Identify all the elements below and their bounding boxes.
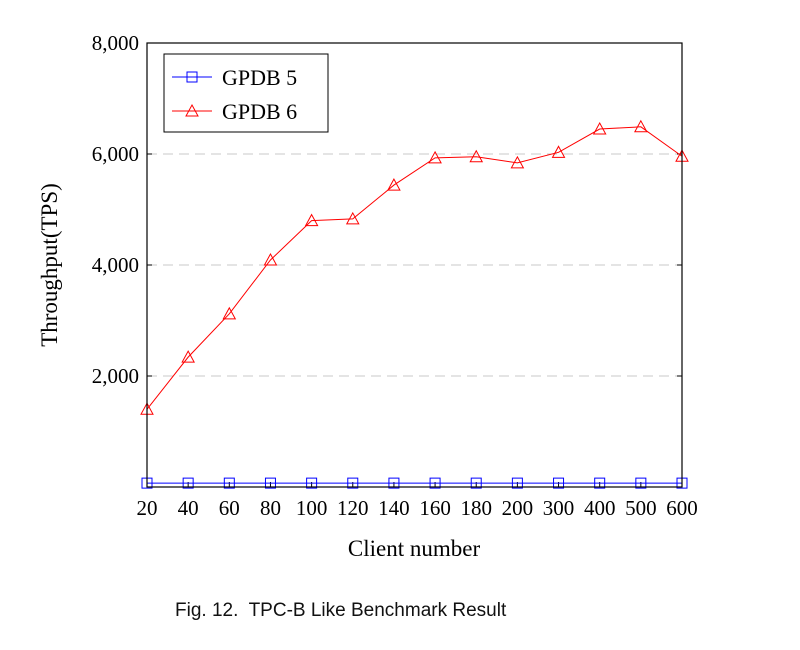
data-point [428, 150, 442, 164]
series-gpdb6 [140, 119, 689, 415]
data-point [181, 350, 195, 363]
y-tick-label: 4,000 [92, 253, 139, 277]
series-gpdb5 [141, 477, 688, 489]
legend-box [163, 53, 329, 133]
data-point [470, 477, 482, 489]
x-tick-label: 100 [296, 496, 328, 520]
data-point [429, 477, 441, 489]
data-point [306, 477, 318, 489]
y-axis-ticks: 2,000 4,000 6,000 8,000 [92, 31, 682, 388]
data-point [635, 477, 647, 489]
x-tick-label: 120 [337, 496, 369, 520]
data-point [182, 477, 194, 489]
legend-label-gpdb6: GPDB 6 [222, 99, 297, 124]
data-point [222, 306, 237, 320]
data-point [264, 477, 276, 489]
data-point [469, 149, 484, 163]
data-point [553, 477, 565, 489]
data-point [634, 119, 648, 133]
data-point [594, 477, 606, 489]
data-point [223, 477, 235, 489]
x-tick-label: 80 [260, 496, 281, 520]
legend-triangle-marker-icon [185, 103, 199, 117]
data-point [551, 145, 566, 158]
y-tick-label: 6,000 [92, 142, 139, 166]
x-tick-label: 160 [419, 496, 451, 520]
y-tick-label: 8,000 [92, 31, 139, 55]
y-axis-label: Throughput(TPS) [37, 183, 62, 347]
x-tick-label: 180 [460, 496, 492, 520]
x-tick-label: 60 [219, 496, 240, 520]
y-tick-label: 2,000 [92, 364, 139, 388]
x-tick-label: 600 [666, 496, 698, 520]
data-point [347, 477, 359, 489]
data-point [345, 211, 360, 225]
x-tick-label: 400 [584, 496, 616, 520]
x-tick-label: 500 [625, 496, 657, 520]
x-tick-label: 300 [543, 496, 575, 520]
x-axis-ticks: 20 40 60 80 100 120 140 160 180 200 300 400 500 600 [137, 482, 698, 520]
data-point [511, 477, 523, 489]
x-tick-label: 20 [137, 496, 158, 520]
x-tick-label: 40 [178, 496, 199, 520]
data-point [304, 213, 319, 227]
x-tick-label: 140 [378, 496, 410, 520]
legend-label-gpdb5: GPDB 5 [222, 65, 297, 90]
figure-caption: Fig. 12. TPC-B Like Benchmark Result [175, 600, 507, 621]
data-point [510, 155, 525, 169]
data-point [263, 252, 278, 266]
data-point [592, 121, 607, 135]
legend-square-marker-icon [186, 71, 198, 83]
x-tick-label: 200 [502, 496, 534, 520]
legend: GPDB 5 GPDB 6 [163, 53, 329, 133]
data-point [388, 477, 400, 489]
series-line [146, 126, 683, 410]
series-layer [140, 119, 689, 489]
data-point [387, 178, 401, 191]
plot-frame [146, 42, 683, 488]
x-axis-label: Client number [348, 536, 481, 561]
gridlines [147, 153, 682, 377]
